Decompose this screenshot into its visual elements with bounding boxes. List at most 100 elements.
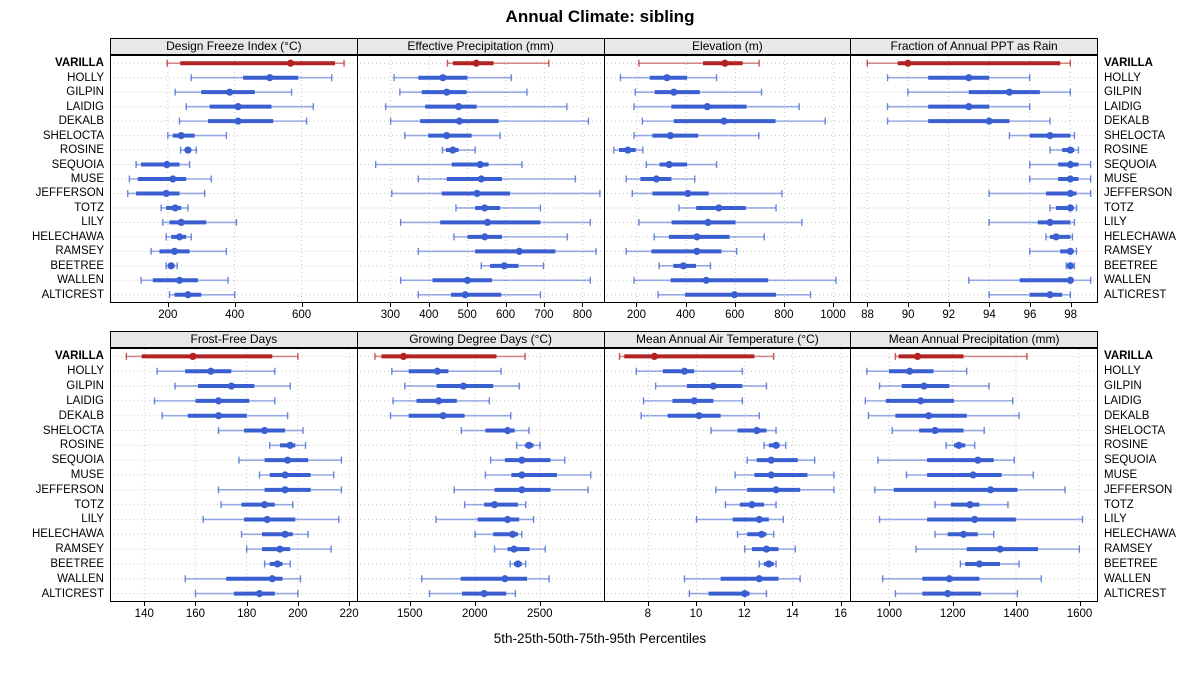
axis-tick-label: 400 bbox=[225, 309, 245, 321]
axis-tick-label: 300 bbox=[380, 309, 400, 321]
site-series-lily bbox=[879, 515, 1084, 524]
site-series-ramsey bbox=[150, 247, 228, 255]
site-series-rosine bbox=[441, 146, 476, 154]
median-dot bbox=[771, 486, 780, 494]
site-series-totz bbox=[463, 501, 527, 509]
median-dot bbox=[652, 175, 660, 183]
site-series-laidig bbox=[384, 103, 568, 111]
axis-tick bbox=[1079, 602, 1081, 606]
site-label-left-helechawa: HELECHAWA bbox=[32, 230, 104, 243]
site-series-dekalb bbox=[389, 117, 589, 125]
axis-tick bbox=[543, 303, 545, 307]
site-series-beetree bbox=[480, 262, 544, 270]
site-label-right-holly: HOLLY bbox=[1104, 365, 1141, 378]
site-series-rosine bbox=[612, 146, 644, 154]
axis-tick-label: 10 bbox=[689, 608, 703, 620]
panel-canvas-fraction-of-annual-ppt-as-rain bbox=[853, 56, 1095, 302]
site-series-laidig bbox=[392, 397, 490, 405]
site-label-right-lily: LILY bbox=[1104, 513, 1127, 526]
site-label-right-dekalb: DEKALB bbox=[1104, 409, 1150, 422]
axis-tick-label: 90 bbox=[901, 309, 915, 321]
axis-tick bbox=[952, 602, 954, 606]
panel-canvas-design-freeze-index-c bbox=[113, 56, 355, 302]
site-series-gilpin bbox=[174, 88, 293, 96]
site-label-right-ramsey: RAMSEY bbox=[1104, 245, 1153, 258]
median-dot bbox=[175, 276, 184, 284]
axis-tick bbox=[390, 303, 392, 307]
axis-tick bbox=[1016, 602, 1018, 606]
site-series-holly bbox=[156, 367, 276, 375]
median-dot bbox=[461, 291, 469, 299]
axis-tick-label: 200 bbox=[626, 309, 647, 321]
panel-strip-mean-annual-precipitation-mm: Mean Annual Precipitation (mm) bbox=[850, 331, 1098, 348]
axis-tick-label: 1000 bbox=[876, 608, 903, 620]
site-label-right-alticrest: ALTICREST bbox=[1104, 587, 1167, 600]
median-dot bbox=[679, 262, 687, 270]
median-dot bbox=[692, 247, 701, 255]
site-series-totz bbox=[1049, 204, 1078, 212]
site-label-left-wallen: WALLEN bbox=[57, 274, 104, 287]
site-series-ramsey bbox=[245, 545, 332, 553]
panel-strip-growing-degree-days-c: Growing Degree Days (°C) bbox=[356, 331, 605, 348]
panel-strip-mean-annual-air-temperature-c: Mean Annual Air Temperature (°C) bbox=[603, 331, 852, 348]
site-series-lily bbox=[162, 218, 238, 227]
median-dot bbox=[985, 117, 993, 125]
site-label-left-sequoia: SEQUOIA bbox=[51, 454, 104, 467]
axis-tick-label: 160 bbox=[185, 608, 206, 620]
median-dot bbox=[503, 515, 511, 524]
site-series-wallen bbox=[420, 575, 550, 583]
site-series-shelocta bbox=[460, 426, 530, 435]
site-series-muse bbox=[1029, 175, 1092, 183]
site-series-gilpin bbox=[907, 88, 1072, 96]
median-dot bbox=[281, 486, 289, 494]
axis-tick-label: 400 bbox=[676, 309, 696, 321]
axis-tick bbox=[989, 303, 991, 307]
site-series-dekalb bbox=[161, 412, 289, 420]
median-dot bbox=[500, 262, 508, 270]
median-dot bbox=[1066, 247, 1075, 255]
site-series-shelocta bbox=[217, 426, 304, 435]
axis-tick-label: 8 bbox=[644, 608, 652, 620]
site-series-rosine bbox=[179, 146, 197, 154]
site-series-holly bbox=[887, 74, 1031, 82]
site-label-right-rosine: ROSINE bbox=[1104, 144, 1149, 157]
axis-tick-label: 2000 bbox=[461, 608, 488, 620]
site-series-jefferson bbox=[127, 189, 206, 198]
median-dot bbox=[730, 291, 738, 299]
median-dot bbox=[955, 441, 963, 449]
site-label-left-laidig: LAIDIG bbox=[66, 394, 104, 407]
axis-tick bbox=[889, 602, 891, 606]
axis-tick-label: 14 bbox=[786, 608, 799, 620]
median-dot bbox=[483, 218, 491, 227]
site-label-right-shelocta: SHELOCTA bbox=[1104, 424, 1166, 437]
site-series-sequoia bbox=[745, 456, 815, 464]
median-dot bbox=[189, 352, 197, 361]
median-dot bbox=[442, 88, 451, 96]
median-dot bbox=[177, 131, 185, 140]
median-dot bbox=[515, 247, 523, 255]
median-dot bbox=[480, 589, 488, 598]
median-dot bbox=[944, 589, 952, 598]
median-dot bbox=[1066, 160, 1075, 169]
site-series-muse bbox=[624, 175, 695, 183]
median-dot bbox=[439, 412, 447, 420]
axis-tick bbox=[582, 303, 584, 307]
median-dot bbox=[906, 367, 914, 375]
site-series-holly bbox=[190, 74, 333, 82]
median-dot bbox=[709, 382, 717, 390]
median-dot bbox=[702, 276, 710, 284]
site-label-right-holly: HOLLY bbox=[1104, 71, 1141, 84]
axis-tick bbox=[792, 602, 794, 606]
site-series-ramsey bbox=[417, 247, 597, 255]
site-label-right-varilla: VARILLA bbox=[1104, 350, 1153, 363]
axis-tick bbox=[1029, 303, 1031, 307]
site-series-jefferson bbox=[217, 486, 343, 494]
site-series-sequoia bbox=[135, 160, 191, 169]
site-series-alticrest bbox=[194, 589, 299, 598]
site-label-right-beetree: BEETREE bbox=[1104, 557, 1158, 570]
panel-mean-annual-air-temperature-c bbox=[603, 348, 852, 602]
axis-tick bbox=[1070, 303, 1072, 307]
axis-tick bbox=[744, 602, 746, 606]
panel-effective-precipitation-mm bbox=[356, 55, 605, 303]
site-series-helechawa bbox=[934, 530, 995, 538]
